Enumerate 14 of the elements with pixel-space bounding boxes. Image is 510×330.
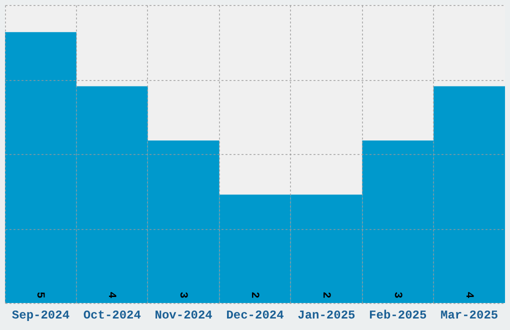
x-tick-label: Jan-2025	[298, 308, 356, 322]
data-label: 3	[176, 292, 189, 299]
data-label: 5	[34, 292, 46, 299]
x-tick-label: Sep-2024	[12, 308, 70, 322]
x-tick-label: Nov-2024	[154, 308, 212, 322]
data-label: 3	[390, 292, 403, 299]
x-tick-label: Feb-2025	[369, 308, 427, 322]
x-tick-label: Dec-2024	[226, 308, 284, 322]
x-tick-label: Oct-2024	[83, 308, 141, 322]
data-label: 4	[462, 292, 474, 299]
data-label: 2	[248, 292, 260, 298]
data-label: 4	[105, 292, 118, 299]
x-tick-label: Mar-2025	[440, 308, 498, 322]
data-label: 2	[319, 292, 332, 298]
